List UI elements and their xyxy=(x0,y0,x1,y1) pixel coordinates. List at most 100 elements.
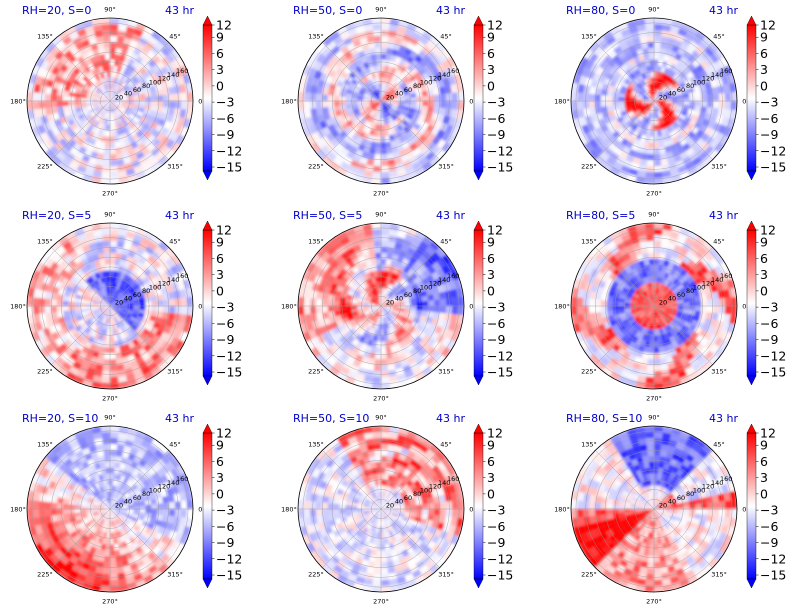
heatmap-cell xyxy=(387,158,396,166)
heatmap-cell xyxy=(116,363,125,371)
heatmap-cell xyxy=(724,306,732,315)
heatmap-cell xyxy=(130,52,139,61)
heatmap-cell xyxy=(114,92,120,98)
heatmap-cell xyxy=(106,124,110,131)
heatmap-cell xyxy=(104,97,110,101)
heatmap-cell xyxy=(110,264,115,271)
heatmap-cell xyxy=(711,312,719,321)
heatmap-cell xyxy=(366,363,375,371)
panel-time-label: 43 hr xyxy=(165,209,194,222)
heatmap-cell xyxy=(128,58,136,66)
heatmap-cell xyxy=(135,151,145,160)
heatmap-cell xyxy=(127,45,136,53)
heatmap-cell xyxy=(101,171,110,179)
heatmap-cell xyxy=(104,97,110,101)
heatmap-cell xyxy=(135,138,144,147)
heatmap-cell xyxy=(110,99,116,101)
heatmap-cell xyxy=(113,77,118,85)
heatmap-cell xyxy=(724,101,732,110)
heatmap-cell xyxy=(119,107,126,113)
heatmap-cell xyxy=(150,90,158,97)
heatmap-cell xyxy=(74,104,82,109)
heatmap-cell xyxy=(185,109,193,120)
heatmap-cell xyxy=(100,59,107,67)
heatmap-cell xyxy=(133,47,142,56)
heatmap-cell xyxy=(44,298,52,306)
colorbar-tick-label: −15 xyxy=(487,160,513,175)
heatmap-cell xyxy=(116,158,125,166)
heatmap-cell xyxy=(381,53,387,60)
heatmap-cell xyxy=(83,111,90,117)
colorbar-tick-label: −12 xyxy=(216,143,242,158)
heatmap-cell xyxy=(648,353,654,360)
heatmap-cell xyxy=(121,101,128,103)
heatmap-cell xyxy=(72,126,81,135)
heatmap-cell xyxy=(133,97,140,101)
heatmap-cell xyxy=(92,102,99,105)
radial-tick-label: 160 xyxy=(447,67,459,75)
heatmap-cell xyxy=(439,306,447,314)
colorbar-max-extend xyxy=(746,15,757,26)
heatmap-cell xyxy=(144,40,155,51)
heatmap-cell xyxy=(167,107,175,116)
heatmap-cell xyxy=(143,130,152,139)
heatmap-cell xyxy=(102,77,107,85)
heatmap-cell xyxy=(143,26,155,36)
heatmap-cell xyxy=(82,119,90,127)
heatmap-cell xyxy=(50,101,57,108)
heatmap-cell xyxy=(135,170,147,180)
heatmap-cell xyxy=(96,153,105,160)
heatmap-cell xyxy=(428,306,435,312)
colorbar-tick-label: −12 xyxy=(216,348,242,363)
colorbar-tick-label: 6 xyxy=(216,251,224,266)
radial-tick-label: 20 xyxy=(115,298,123,306)
heatmap-cell xyxy=(167,86,175,95)
heatmap-cell xyxy=(130,119,138,127)
heatmap-cell xyxy=(135,22,147,32)
heatmap-cell xyxy=(115,84,120,91)
heatmap-cell xyxy=(115,123,120,130)
heatmap-cell xyxy=(121,61,129,69)
heatmap-cell xyxy=(118,108,124,114)
heatmap-cell xyxy=(61,35,73,46)
heatmap-cell xyxy=(106,101,110,107)
heatmap-cell xyxy=(113,84,118,91)
heatmap-cell xyxy=(123,138,131,146)
heatmap-cell xyxy=(327,306,334,312)
heatmap-cell xyxy=(125,70,133,78)
heatmap-cell xyxy=(375,252,381,259)
heatmap-cell xyxy=(381,47,387,54)
heatmap-cell xyxy=(68,130,77,139)
heatmap-cell xyxy=(650,65,654,72)
heatmap-cell xyxy=(108,95,110,101)
heatmap-cell xyxy=(157,300,164,306)
heatmap-cell xyxy=(160,56,171,67)
heatmap-cell xyxy=(130,75,138,83)
heatmap-cell xyxy=(639,241,648,249)
heatmap-cell xyxy=(89,138,97,146)
heatmap-cell xyxy=(80,60,88,69)
heatmap-cell xyxy=(100,72,105,79)
heatmap-cell xyxy=(116,128,122,136)
heatmap-cell xyxy=(133,116,141,124)
heatmap-cell xyxy=(65,166,77,176)
heatmap-cell xyxy=(94,67,101,75)
colorbar-tick-label: −12 xyxy=(487,143,513,158)
heatmap-cell xyxy=(588,298,596,306)
heatmap-cell xyxy=(125,88,132,94)
heatmap-cell xyxy=(165,114,174,123)
heatmap-cell xyxy=(155,69,164,78)
heatmap-cell xyxy=(54,75,62,84)
heatmap-cell xyxy=(110,99,116,101)
heatmap-cell xyxy=(160,46,171,57)
heatmap-cell xyxy=(150,72,159,81)
heatmap-cell xyxy=(100,111,105,118)
heatmap-cell xyxy=(68,104,76,111)
heatmap-cell xyxy=(92,48,100,57)
heatmap-cell xyxy=(606,300,613,306)
angular-gridline xyxy=(51,100,111,160)
panel-title: RH=50, S=5 xyxy=(293,209,362,222)
heatmap-cell xyxy=(113,91,119,97)
heatmap-cell xyxy=(106,101,110,107)
heatmap-cell xyxy=(123,86,131,92)
